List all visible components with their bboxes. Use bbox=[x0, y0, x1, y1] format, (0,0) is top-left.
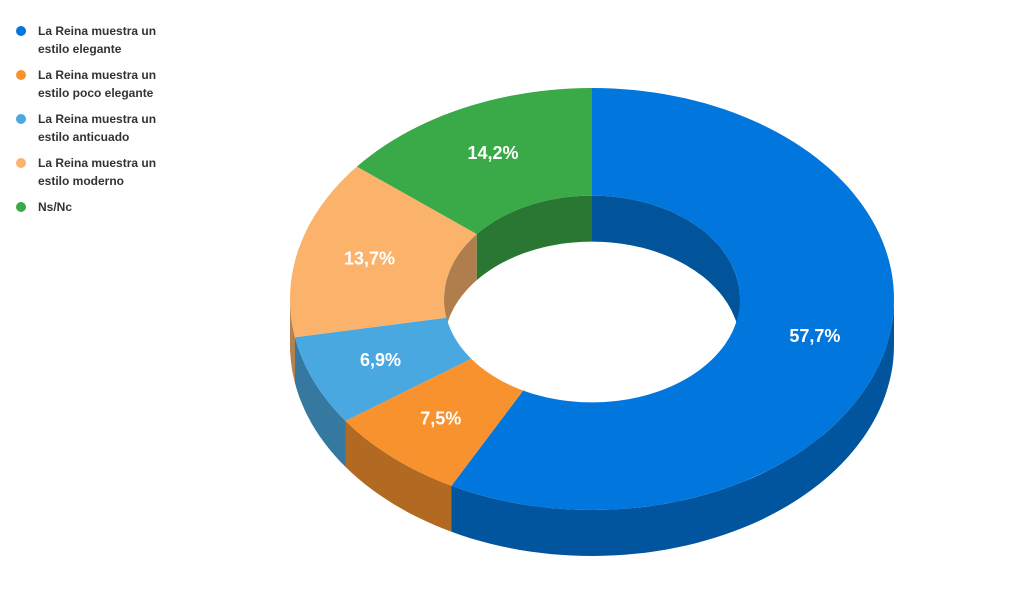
legend-label: La Reina muestra un estilo anticuado bbox=[38, 112, 157, 144]
legend-entry: Ns/Nc bbox=[14, 198, 158, 216]
data-label: 6,9% bbox=[360, 350, 401, 370]
legend-swatch bbox=[16, 202, 26, 212]
legend-swatch bbox=[16, 70, 26, 80]
legend-entry: La Reina muestra un estilo elegante bbox=[14, 22, 158, 58]
slice bbox=[451, 88, 894, 510]
slice bbox=[290, 166, 477, 338]
legend-label: Ns/Nc bbox=[38, 200, 73, 214]
legend-entry: La Reina muestra un estilo poco elegante bbox=[14, 66, 158, 102]
data-label: 7,5% bbox=[420, 408, 461, 428]
data-label: 13,7% bbox=[344, 248, 395, 268]
inner-wall bbox=[444, 234, 477, 345]
legend-entry: La Reina muestra un estilo moderno bbox=[14, 154, 158, 190]
legend-swatch bbox=[16, 158, 26, 168]
legend-swatch bbox=[16, 114, 26, 124]
inner-wall bbox=[476, 195, 592, 281]
data-label: 57,7% bbox=[789, 326, 840, 346]
slice bbox=[356, 88, 592, 235]
legend-label: La Reina muestra un estilo moderno bbox=[38, 156, 157, 188]
slice bbox=[345, 358, 524, 486]
legend: La Reina muestra un estilo elegante La Re… bbox=[14, 22, 174, 224]
outer-wall bbox=[290, 299, 295, 384]
outer-wall bbox=[345, 420, 452, 532]
slice bbox=[295, 317, 472, 421]
legend-label: La Reina muestra un estilo elegante bbox=[38, 24, 157, 56]
data-label: 14,2% bbox=[467, 143, 518, 163]
legend-swatch bbox=[16, 26, 26, 36]
outer-wall bbox=[295, 337, 346, 467]
outer-wall bbox=[451, 299, 894, 556]
legend-entry: La Reina muestra un estilo anticuado bbox=[14, 110, 158, 146]
legend-label: La Reina muestra un estilo poco elegante bbox=[38, 68, 157, 100]
inner-wall bbox=[592, 195, 740, 345]
